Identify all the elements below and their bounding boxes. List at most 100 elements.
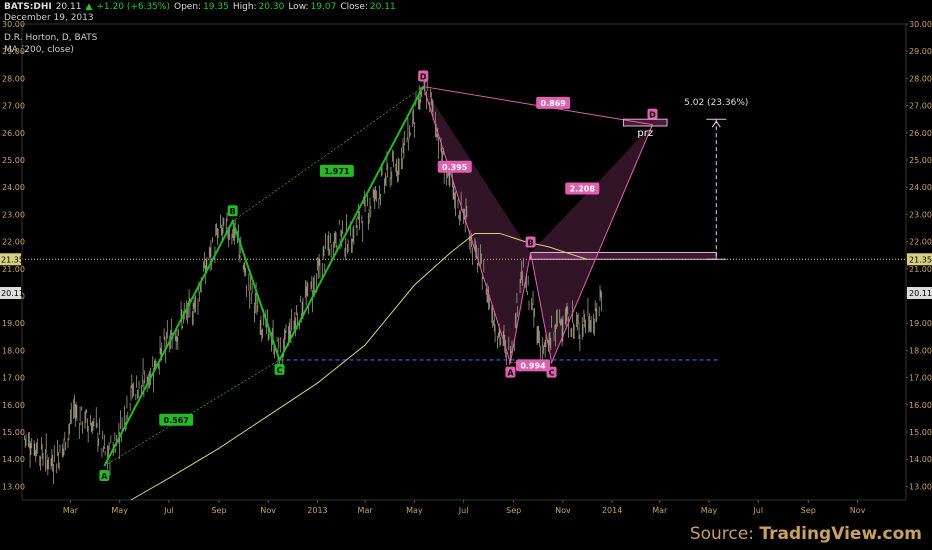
- y-tick-label-right: 22.00: [909, 238, 932, 247]
- y-tick-label-left: 18.00: [2, 346, 25, 355]
- x-tick-label: Sep: [211, 506, 226, 515]
- y-tick-label-left: 24.00: [2, 183, 25, 192]
- price-marker-label-left: 20.11: [1, 289, 24, 298]
- x-tick-label: May: [111, 506, 128, 515]
- price-marker-box-left: [0, 287, 21, 300]
- legend-ma: MA (200, close): [4, 45, 74, 55]
- y-tick-label-left: 13.00: [2, 482, 25, 491]
- close-label: Close:: [340, 2, 368, 12]
- y-tick-label-left: 19.00: [2, 319, 25, 328]
- y-tick-label-left: 25.00: [2, 156, 25, 165]
- y-tick-label-left: 23.00: [2, 210, 25, 219]
- target-arrowhead: [711, 120, 721, 128]
- x-tick-label: Sep: [506, 506, 521, 515]
- y-tick-label-left: 30.00: [2, 20, 25, 29]
- pattern-pink-point-box: [525, 236, 536, 248]
- price-marker-label: 20.11: [909, 289, 932, 298]
- pattern-green-ratio-line: [104, 359, 280, 467]
- pattern-pink-ratio-box: [437, 160, 472, 173]
- y-tick-label-right: 26.00: [909, 129, 932, 138]
- y-tick-label-left: 17.00: [2, 374, 25, 383]
- x-tick-label: 2014: [602, 506, 622, 515]
- low-value: 19.07: [310, 2, 337, 12]
- price-marker-box: [907, 253, 932, 266]
- y-tick-label-left: 14.00: [2, 455, 25, 464]
- change-value: +1.20 (+6.35%): [96, 2, 170, 12]
- y-tick-label-left: 27.00: [2, 102, 25, 111]
- y-tick-label-right: 23.00: [909, 210, 932, 219]
- price-marker-label-left: 21.35: [1, 255, 24, 264]
- y-tick-label-right: 28.00: [909, 74, 932, 83]
- high-label: High:: [232, 2, 257, 12]
- y-tick-label-right: 18.00: [909, 346, 932, 355]
- target-label: 5.02 (23.36%): [684, 98, 748, 108]
- pattern-pink-point: C: [549, 369, 555, 378]
- y-tick-label-right: 16.00: [909, 401, 932, 410]
- y-tick-label-right: 13.00: [909, 482, 932, 491]
- pattern-green-ratio: 1.971: [324, 167, 350, 176]
- x-tick-label: Mar: [358, 506, 374, 515]
- y-tick-label-right: 17.00: [909, 374, 932, 383]
- up-arrow-icon: ▲: [85, 2, 93, 12]
- legend-title: D.R. Horton, D, BATS: [4, 33, 98, 43]
- prz-label: prz: [637, 128, 653, 139]
- y-tick-label-left: 29.00: [2, 47, 25, 56]
- close-value: 20.11: [369, 2, 396, 12]
- date-label: December 19, 2013: [4, 13, 94, 23]
- pattern-green-point: C: [277, 366, 283, 375]
- pattern-pink-legs: [422, 86, 653, 365]
- pattern-pink-fill-1: [423, 86, 531, 363]
- x-tick-label: Jul: [458, 506, 469, 515]
- pattern-green-ratio-box: [159, 413, 194, 426]
- last-price: 20.11: [55, 2, 82, 12]
- y-tick-label-left: 26.00: [2, 129, 25, 138]
- pattern-pink-point: D: [420, 73, 427, 82]
- y-tick-label-left: 15.00: [2, 428, 25, 437]
- pattern-pink-ratio: 0.994: [520, 361, 546, 370]
- y-tick-label-left: 21.00: [2, 265, 25, 274]
- pattern-green-point-box: [274, 363, 285, 375]
- pattern-pink-point: B: [528, 238, 534, 247]
- y-tick-label-right: 24.00: [909, 183, 932, 192]
- pattern-green-point: A: [101, 472, 108, 481]
- pattern-pink-point-box: [418, 70, 429, 82]
- quote-header: BATS:DHI 20.11 ▲ +1.20 (+6.35%) Open: 19.35 Hi…: [4, 2, 400, 12]
- y-tick-label-left: 16.00: [2, 401, 25, 410]
- pattern-green-legs: [103, 86, 425, 467]
- x-tick-label: May: [701, 506, 718, 515]
- pattern-green-point: B: [230, 207, 236, 216]
- pattern-green-ratio-line: [232, 86, 424, 222]
- x-tick-label: Jul: [752, 506, 763, 515]
- pattern-pink-ratio-box: [536, 96, 571, 109]
- symbol-label: BATS:DHI: [4, 2, 52, 12]
- price-marker-box: [907, 287, 932, 300]
- y-tick-label-right: 29.00: [909, 47, 932, 56]
- pattern-pink-ratio-box: [565, 182, 600, 195]
- x-tick-label: Mar: [652, 506, 668, 515]
- pattern-pink-point-box: [647, 108, 658, 120]
- y-tick-label-left: 28.00: [2, 74, 25, 83]
- open-value: 19.35: [203, 2, 229, 12]
- y-tick-label-right: 30.00: [909, 20, 932, 29]
- pattern-pink-ratio-box: [516, 359, 551, 372]
- high-value: 20.30: [258, 2, 285, 12]
- y-tick-label-right: 27.00: [909, 102, 932, 111]
- pattern-pink-ratio: 2.208: [570, 185, 596, 194]
- source-brand: TradingView.com: [759, 524, 922, 544]
- y-tick-label-right: 14.00: [909, 455, 932, 464]
- pattern-pink-point-box: [505, 366, 516, 378]
- pattern-green-ratio: 0.567: [164, 416, 189, 425]
- price-marker-label: 21.35: [909, 255, 932, 264]
- source-prefix: Source:: [689, 524, 760, 544]
- source-credit: Source: TradingView.com: [690, 524, 922, 544]
- open-label: Open:: [174, 2, 202, 12]
- x-tick-label: 2013: [307, 506, 327, 515]
- y-tick-label-right: 19.00: [909, 319, 932, 328]
- pattern-green-point-box: [227, 205, 238, 217]
- y-tick-label-left: 22.00: [2, 238, 25, 247]
- x-tick-label: Nov: [850, 506, 866, 515]
- x-tick-label: Nov: [555, 506, 571, 515]
- y-tick-label-right: 21.00: [909, 265, 932, 274]
